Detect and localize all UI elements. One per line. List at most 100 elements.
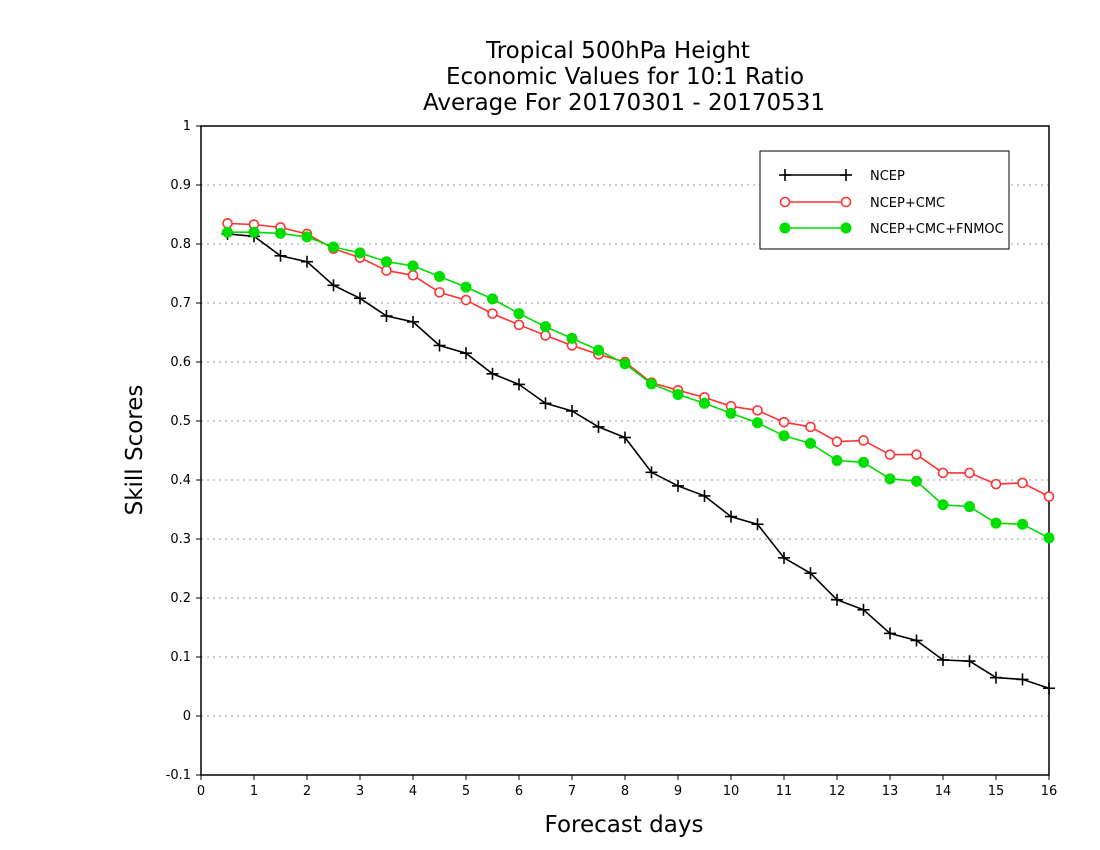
chart-title: Tropical 500hPa Height Economic Values f… [423, 38, 825, 116]
data-point-ncep [301, 255, 313, 268]
y-tick-label: -0.1 [166, 768, 191, 783]
x-tick-label: 7 [568, 784, 576, 799]
data-point-ncep-cmc [858, 435, 869, 446]
data-point-ncep-cmc-fnmoc [778, 430, 790, 442]
data-point-ncep-cmc-fnmoc [434, 270, 445, 282]
data-point-ncep [698, 489, 711, 502]
data-point-ncep-cmc-fnmoc [328, 241, 339, 253]
x-tick-label: 2 [303, 784, 311, 799]
series-line-ncep [227, 233, 1050, 690]
data-point-ncep-cmc [407, 269, 419, 281]
title-line-2: Economic Values for 10:1 Ratio [446, 64, 804, 90]
data-point-ncep [725, 510, 737, 523]
data-point-ncep [619, 431, 631, 444]
data-point-ncep-cmc-fnmoc [222, 226, 233, 238]
data-point-ncep [460, 347, 472, 360]
data-point-ncep-cmc-fnmoc [805, 437, 816, 449]
legend: NCEP NCEP+CMC NCEP+CMC+FNMOC [759, 150, 1010, 250]
data-point-ncep-cmc-fnmoc [248, 226, 260, 238]
data-point-ncep [1043, 682, 1055, 695]
data-point-ncep [910, 634, 923, 647]
data-point-ncep-cmc-fnmoc [964, 501, 975, 513]
data-point-ncep [539, 397, 552, 410]
x-axis-label: Forecast days [545, 812, 704, 838]
data-point-ncep-cmc [540, 330, 551, 341]
data-point-ncep-cmc [1017, 477, 1028, 489]
data-point-ncep-cmc-fnmoc [911, 475, 922, 487]
legend-box [759, 150, 1010, 250]
data-point-ncep [327, 279, 340, 292]
data-point-ncep-cmc-fnmoc [460, 281, 472, 293]
y-tick-label: 0.2 [170, 591, 191, 606]
data-point-ncep-cmc [222, 218, 233, 229]
series-line-ncep-cmc-fnmoc [227, 231, 1050, 539]
data-point-ncep-cmc-fnmoc [354, 247, 366, 259]
x-tick-label: 4 [409, 784, 417, 799]
data-point-ncep [1016, 673, 1029, 686]
data-point-ncep-cmc [460, 294, 472, 306]
data-point-ncep [804, 567, 817, 580]
data-point-ncep [645, 466, 658, 479]
data-point-ncep-cmc-fnmoc [937, 499, 949, 511]
x-tick-label: 1 [250, 784, 258, 799]
data-point-ncep-cmc-fnmoc [593, 344, 604, 356]
data-point-ncep [884, 627, 896, 640]
data-point-ncep-cmc-fnmoc [646, 378, 657, 390]
data-point-ncep [354, 292, 366, 305]
data-point-ncep [672, 479, 684, 492]
data-point-ncep [486, 367, 499, 380]
data-point-ncep-cmc [831, 436, 843, 447]
legend-label: NCEP+CMC [870, 196, 945, 211]
y-tick-label: 0.1 [170, 650, 191, 665]
x-tick-label: 14 [935, 784, 952, 799]
x-tick-label: 11 [776, 784, 793, 799]
data-point-ncep-cmc [990, 478, 1002, 490]
x-tick-label: 8 [621, 784, 629, 799]
data-point-ncep [990, 671, 1002, 684]
series-layer [221, 218, 1055, 695]
x-tick-label: 15 [988, 784, 1005, 799]
data-point-ncep [963, 655, 976, 668]
data-point-ncep [274, 249, 287, 262]
legend-entry-ncep: NCEP [779, 169, 905, 184]
data-point-ncep-cmc-fnmoc [566, 332, 578, 344]
data-point-ncep-cmc-fnmoc [672, 388, 684, 400]
data-point-ncep [857, 603, 870, 616]
title-line-1: Tropical 500hPa Height [485, 38, 750, 64]
data-point-ncep-cmc-fnmoc [513, 308, 525, 320]
data-point-ncep-cmc-fnmoc [619, 358, 631, 370]
data-point-ncep-cmc-fnmoc [487, 293, 498, 305]
y-axis-label: Skill Scores [122, 385, 148, 516]
data-point-ncep [566, 404, 578, 417]
data-point-ncep [380, 309, 393, 322]
data-point-ncep [831, 593, 843, 606]
data-point-ncep-cmc-fnmoc [858, 456, 869, 468]
legend-entry-ncep-cmc: NCEP+CMC [779, 196, 945, 211]
data-point-ncep-cmc-fnmoc [381, 256, 392, 268]
data-point-ncep-cmc [752, 405, 763, 416]
gridlines [201, 184, 1049, 717]
data-point-ncep-cmc-fnmoc [275, 227, 286, 239]
data-point-ncep-cmc [1043, 491, 1055, 502]
title-line-3: Average For 20170301 - 20170531 [423, 90, 825, 116]
data-point-ncep-cmc-fnmoc [884, 473, 896, 485]
data-point-ncep [778, 551, 790, 564]
y-tick-label: 0.5 [170, 414, 191, 429]
y-tick-label: 0.3 [170, 532, 191, 547]
legend-marker [779, 222, 791, 234]
y-tick-label: 1 [183, 119, 191, 134]
legend-marker [779, 196, 791, 208]
data-point-ncep-cmc [381, 265, 392, 276]
data-point-ncep-cmc-fnmoc [540, 321, 551, 333]
x-tick-label: 10 [723, 784, 740, 799]
x-tick-label: 16 [1041, 784, 1058, 799]
data-point-ncep-cmc [778, 416, 790, 428]
data-point-ncep-cmc-fnmoc [990, 517, 1002, 529]
data-point-ncep-cmc [937, 467, 949, 479]
data-point-ncep-cmc [805, 421, 816, 433]
x-tick-label: 0 [197, 784, 205, 799]
data-point-ncep-cmc [964, 467, 975, 479]
data-point-ncep [513, 378, 525, 391]
data-point-ncep-cmc-fnmoc [1017, 518, 1028, 530]
x-tick-label: 6 [515, 784, 523, 799]
